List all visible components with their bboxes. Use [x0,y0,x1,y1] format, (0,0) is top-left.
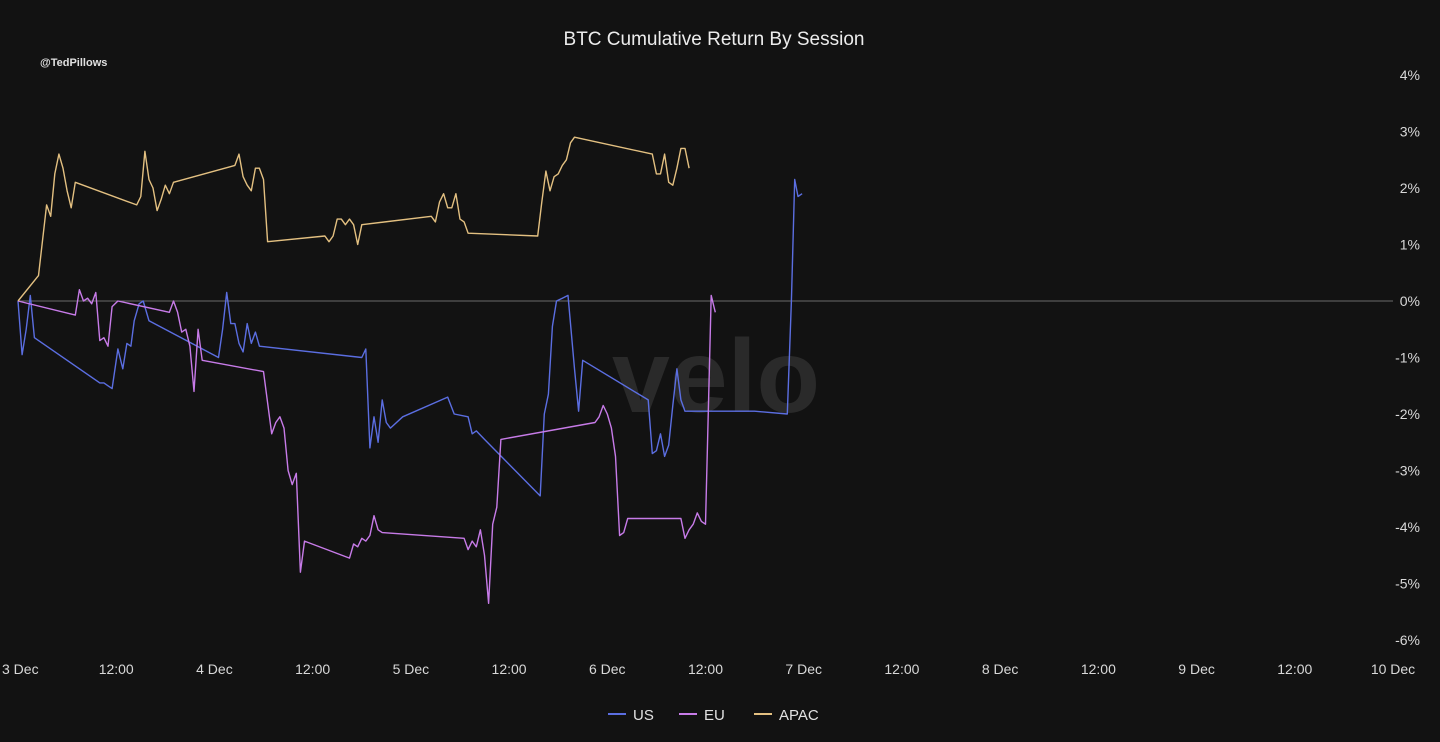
y-tick-label: -2% [1395,406,1420,422]
legend-item-us[interactable]: US [608,707,654,724]
y-tick-label: 4% [1400,67,1420,83]
x-tick-label: 6 Dec [589,661,626,677]
x-tick-label: 12:00 [99,661,134,677]
x-tick-label: 12:00 [295,661,330,677]
y-axis-labels: 4% 3% 2% 1% 0% -1% -2% -3% -4% -5% -6% [1395,67,1420,648]
x-tick-label: 12:00 [688,661,723,677]
legend[interactable]: US EU APAC [608,707,819,724]
brand-watermark: velo [612,319,820,435]
x-tick-label: 3 Dec [2,661,39,677]
x-tick-label: 5 Dec [393,661,430,677]
series-line-apac [17,136,690,302]
legend-label: APAC [779,707,819,724]
y-tick-label: 0% [1400,293,1420,309]
x-tick-label: 7 Dec [785,661,822,677]
legend-item-eu[interactable]: EU [679,707,725,724]
legend-label: EU [704,707,725,724]
x-tick-label: 4 Dec [196,661,233,677]
legend-item-apac[interactable]: APAC [754,707,819,724]
y-tick-label: 3% [1400,124,1420,140]
y-tick-label: -4% [1395,519,1420,535]
y-tick-label: -1% [1395,350,1420,366]
x-tick-label: 12:00 [1081,661,1116,677]
series-group [17,136,803,604]
y-tick-label: -6% [1395,632,1420,648]
y-tick-label: -3% [1395,463,1420,479]
series-line-eu [17,289,716,604]
author-handle: @TedPillows [40,57,107,69]
x-tick-label: 12:00 [492,661,527,677]
x-tick-label: 8 Dec [982,661,1019,677]
chart-title: BTC Cumulative Return By Session [564,29,865,50]
x-tick-label: 12:00 [884,661,919,677]
x-axis-labels: 3 Dec 12:00 4 Dec 12:00 5 Dec 12:00 6 Dec 12:00… [2,661,1415,677]
y-tick-label: 2% [1400,180,1420,196]
x-tick-label: 10 Dec [1371,661,1415,677]
x-tick-label: 12:00 [1277,661,1312,677]
y-tick-label: 1% [1400,237,1420,253]
y-tick-label: -5% [1395,576,1420,592]
legend-label: US [633,707,654,724]
series-line-us [17,178,803,497]
x-tick-label: 9 Dec [1178,661,1215,677]
